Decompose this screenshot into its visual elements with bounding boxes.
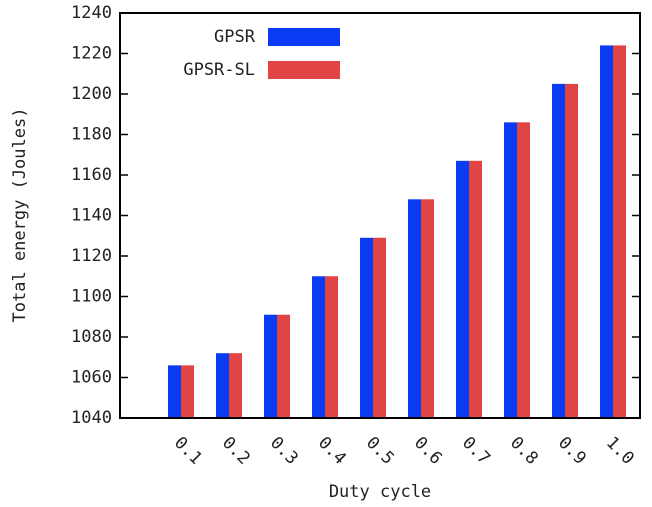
bar (360, 237, 373, 418)
y-tick-label: 1060 (71, 368, 112, 388)
bar (229, 353, 242, 418)
y-tick-label: 1160 (71, 165, 112, 185)
x-tick-label: 0.6 (410, 433, 446, 469)
x-tick-label: 0.3 (266, 433, 302, 469)
bar (469, 160, 482, 418)
bar (181, 365, 194, 418)
y-tick-label: 1240 (71, 3, 112, 23)
y-tick-label: 1120 (71, 246, 112, 266)
legend-swatch (268, 28, 340, 46)
bar (565, 83, 578, 418)
y-tick-label: 1220 (71, 44, 112, 64)
bar (216, 353, 229, 418)
y-tick-label: 1140 (71, 206, 112, 226)
y-tick-label: 1100 (71, 287, 112, 307)
bar (264, 314, 277, 418)
bar (504, 122, 517, 418)
x-tick-label: 0.5 (362, 433, 398, 469)
legend-label: GPSR-SL (183, 60, 255, 80)
y-tick-label: 1200 (71, 84, 112, 104)
y-tick-label: 1180 (71, 125, 112, 145)
bar (456, 160, 469, 418)
x-tick-label: 0.1 (170, 433, 206, 469)
y-tick-label: 1040 (71, 408, 112, 428)
plot-frame (119, 12, 641, 419)
bar (373, 237, 386, 418)
legend-label: GPSR (214, 27, 256, 47)
y-tick-label: 1080 (71, 327, 112, 347)
x-tick-label: 0.9 (554, 433, 590, 469)
x-axis-label: Duty cycle (329, 482, 431, 502)
x-tick-label: 0.2 (218, 433, 254, 469)
x-tick-label: 0.8 (506, 433, 542, 469)
bar (325, 276, 338, 418)
y-axis-label: Total energy (Joules) (10, 108, 30, 323)
bar (421, 199, 434, 418)
bar (600, 45, 613, 419)
bar (168, 365, 181, 418)
x-tick-label: 0.4 (314, 433, 350, 469)
x-tick-label: 0.7 (458, 433, 494, 469)
bar (552, 83, 565, 418)
bar (408, 199, 421, 418)
legend-swatch (268, 61, 340, 79)
bar (613, 45, 626, 419)
bar (312, 276, 325, 418)
bar (517, 122, 530, 418)
x-tick-label: 1.0 (602, 433, 638, 469)
bar (277, 314, 290, 418)
